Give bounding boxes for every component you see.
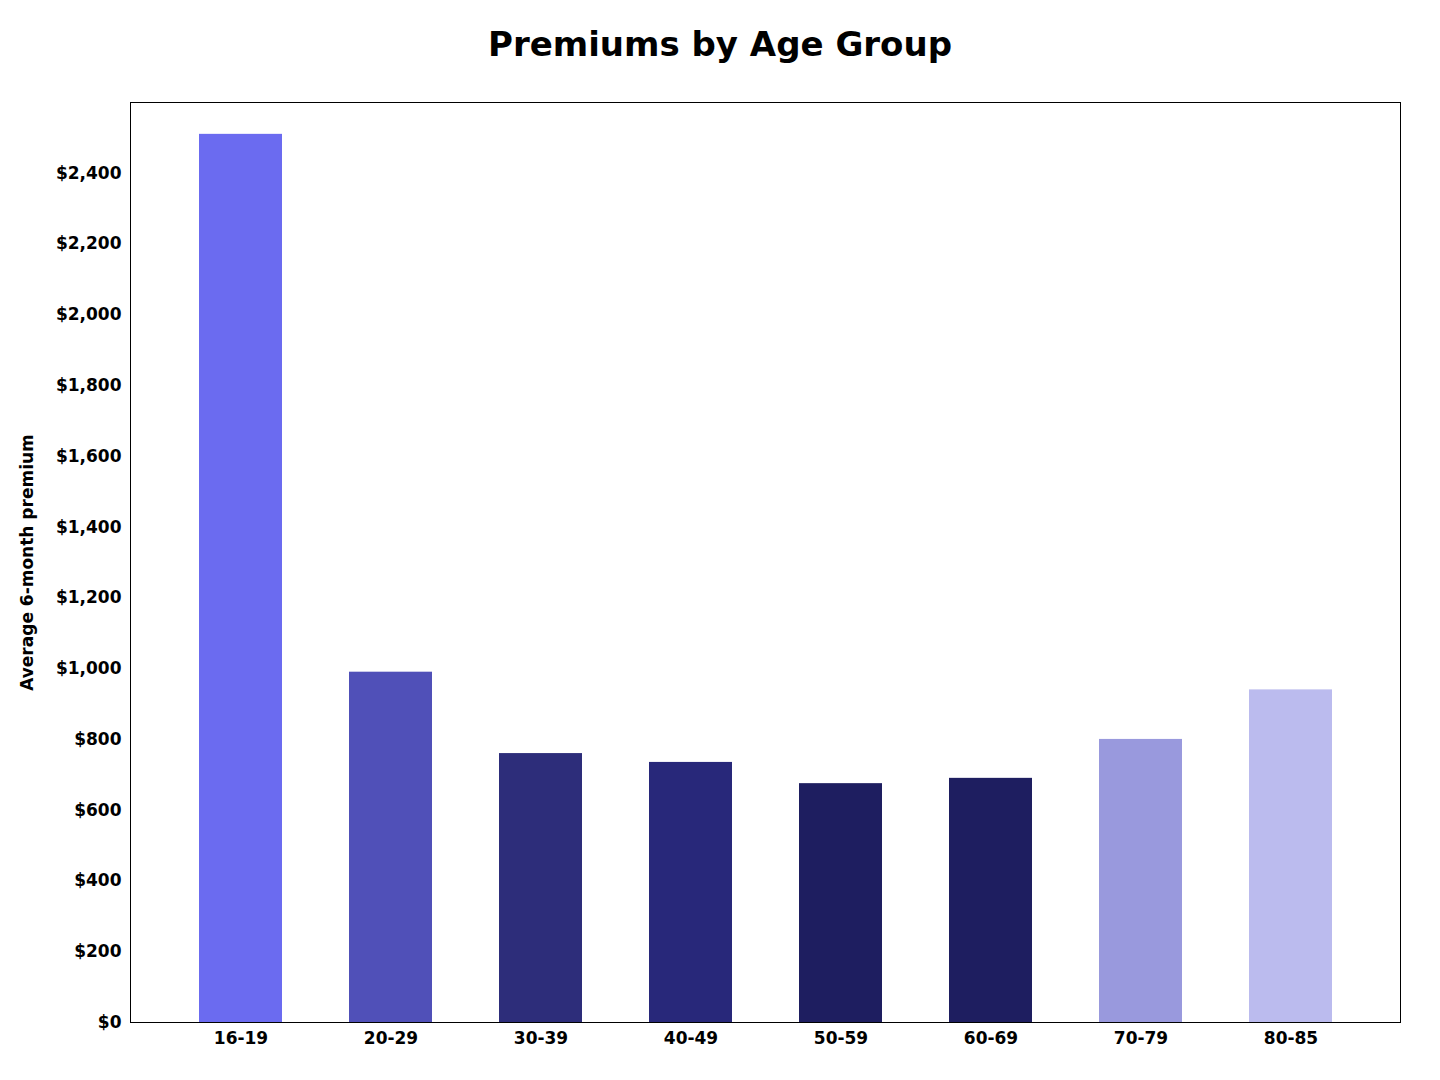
svg-text:$200: $200 [74,941,121,961]
svg-text:Average 6-month premium: Average 6-month premium [17,434,37,691]
svg-text:$800: $800 [74,729,121,749]
svg-text:60-69: 60-69 [964,1028,1018,1048]
svg-text:$2,000: $2,000 [56,304,122,324]
svg-text:50-59: 50-59 [814,1028,868,1048]
svg-text:$1,400: $1,400 [56,517,122,537]
svg-text:$1,200: $1,200 [56,587,122,607]
svg-text:$1,600: $1,600 [56,446,122,466]
svg-text:20-29: 20-29 [364,1028,418,1048]
svg-text:$0: $0 [98,1012,122,1032]
html-text:Premiums by Age Group: Premiums by Age Group [488,24,952,64]
svg-text:40-49: 40-49 [664,1028,718,1048]
svg-text:$400: $400 [74,870,121,890]
svg-text:30-39: 30-39 [514,1028,568,1048]
svg-text:$1,800: $1,800 [56,375,122,395]
svg-text:$600: $600 [74,800,121,820]
svg-text:80-85: 80-85 [1264,1028,1318,1048]
svg-text:16-19: 16-19 [214,1028,268,1048]
svg-text:$1,000: $1,000 [56,658,122,678]
svg-text:$2,200: $2,200 [56,233,122,253]
svg-text:$2,400: $2,400 [56,163,122,183]
svg-text:70-79: 70-79 [1114,1028,1168,1048]
